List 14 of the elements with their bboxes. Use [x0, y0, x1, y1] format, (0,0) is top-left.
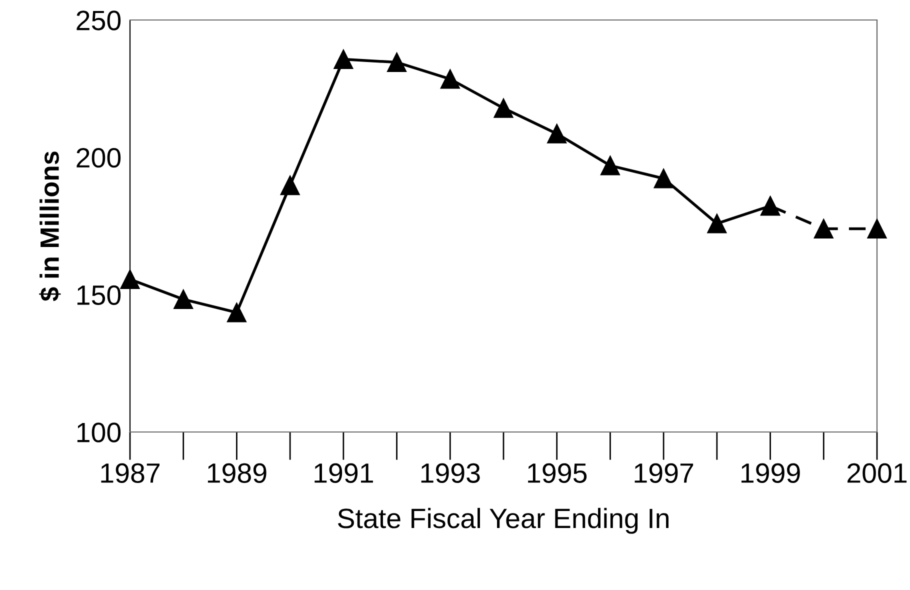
x-tick-label: 1995: [528, 463, 587, 483]
y-tick-label: 250: [76, 10, 121, 30]
y-tick-label: 150: [77, 285, 121, 306]
x-tick-label: 1993: [421, 463, 480, 483]
x-tick-label: 1987: [101, 463, 160, 483]
x-tick-label: 2001: [848, 463, 907, 483]
y-tick-label: 100: [77, 422, 121, 442]
y-tick-label: 200: [76, 148, 121, 168]
x-axis-title: State Fiscal Year Ending In: [338, 508, 668, 534]
x-tick-label: 1991: [314, 463, 373, 483]
y-axis-title: $ in Millions: [39, 152, 61, 302]
x-tick-label: 1999: [742, 463, 800, 483]
x-tick-label: 1989: [208, 463, 266, 483]
x-tick-label: 1997: [634, 463, 694, 483]
